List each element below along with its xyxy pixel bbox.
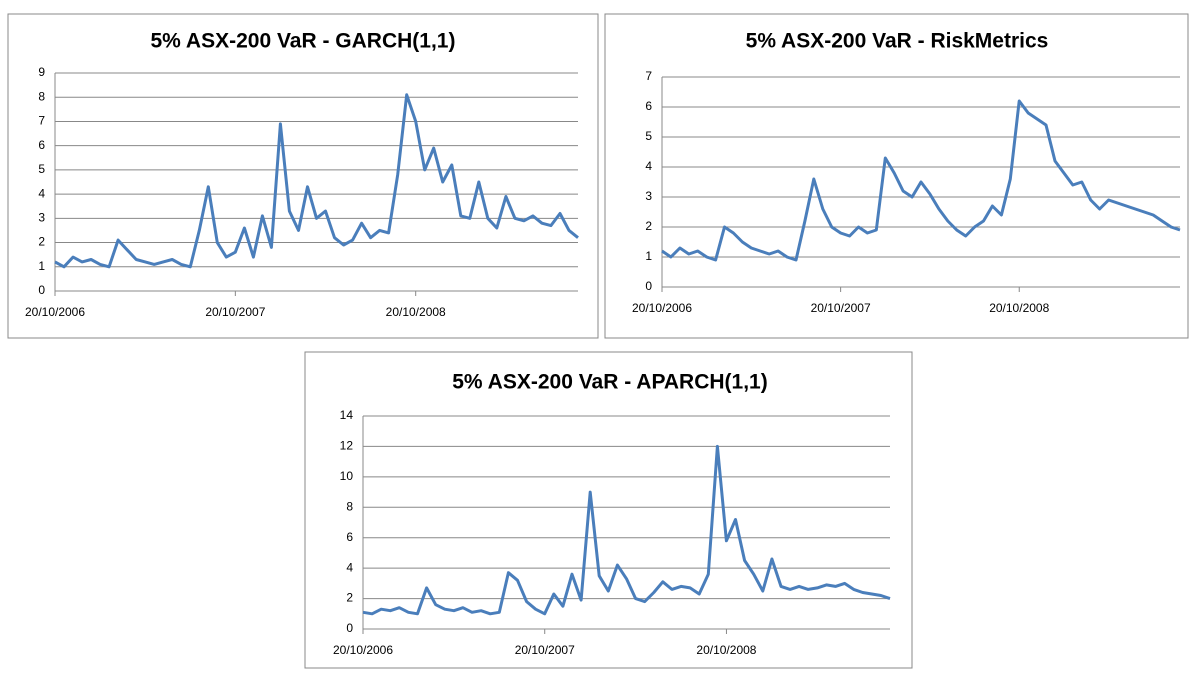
y-tick-label: 3 [38,211,45,225]
data-line [362,444,891,616]
y-tick-label: 4 [38,186,45,200]
x-tick-label: 20/10/2008 [989,301,1049,315]
y-tick-label: 6 [346,530,353,544]
y-tick-label: 2 [645,219,652,233]
y-tick-label: 0 [38,283,45,297]
y-tick-label: 5 [38,162,45,176]
y-tick-label: 6 [38,138,45,152]
y-tick-label: 10 [340,469,354,483]
y-tick-label: 4 [346,560,353,574]
y-tick-label: 1 [38,259,45,273]
y-tick-label: 1 [645,249,652,263]
y-tick-label: 2 [346,591,353,605]
x-tick-label: 20/10/2006 [333,643,393,657]
x-tick-label: 20/10/2008 [696,643,756,657]
panel [304,351,913,669]
chart-title: 5% ASX-200 VaR - GARCH(1,1) [151,30,456,53]
x-tick-label: 20/10/2006 [25,305,85,319]
y-tick-label: 7 [38,114,45,128]
y-tick-label: 6 [645,99,652,113]
chart-title: 5% ASX-200 VaR - APARCH(1,1) [452,371,767,394]
y-tick-label: 0 [645,279,652,293]
chart-title: 5% ASX-200 VaR - RiskMetrics [746,30,1049,53]
panel [7,13,599,339]
x-tick-label: 20/10/2007 [515,643,575,657]
x-tick-label: 20/10/2007 [205,305,265,319]
y-tick-label: 8 [38,89,45,103]
x-tick-label: 20/10/2007 [811,301,871,315]
data-line [54,93,579,269]
x-tick-label: 20/10/2008 [386,305,446,319]
y-tick-label: 5 [645,129,652,143]
y-tick-label: 9 [38,65,45,79]
y-tick-label: 12 [340,439,354,453]
y-tick-label: 14 [340,408,354,422]
y-tick-label: 2 [38,235,45,249]
x-tick-label: 20/10/2006 [632,301,692,315]
y-tick-label: 7 [645,69,652,83]
y-tick-label: 3 [645,189,652,203]
y-tick-label: 0 [346,621,353,635]
y-tick-label: 4 [645,159,652,173]
y-tick-label: 8 [346,499,353,513]
data-line [661,99,1181,262]
